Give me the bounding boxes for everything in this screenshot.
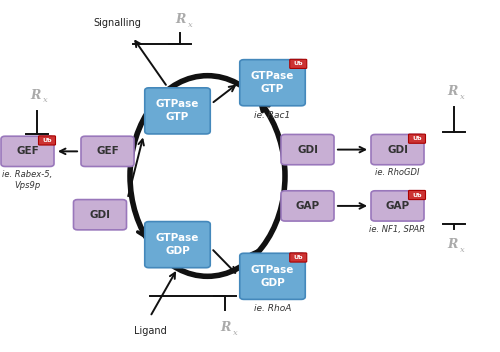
Text: x: x — [232, 329, 237, 337]
FancyBboxPatch shape — [290, 59, 307, 68]
Text: GTPase
GTP: GTPase GTP — [156, 99, 199, 122]
FancyBboxPatch shape — [281, 134, 334, 165]
Text: R: R — [220, 321, 230, 334]
Text: GEF: GEF — [16, 146, 39, 156]
Text: ie. NF1, SPAR: ie. NF1, SPAR — [370, 225, 426, 234]
Text: GEF: GEF — [96, 146, 119, 156]
Text: ie. Rabex-5,
Vps9p: ie. Rabex-5, Vps9p — [2, 170, 52, 190]
FancyBboxPatch shape — [74, 200, 126, 230]
Text: ie. RhoGDI: ie. RhoGDI — [375, 168, 420, 177]
Text: Ligand: Ligand — [134, 326, 166, 336]
Text: GAP: GAP — [386, 201, 409, 211]
FancyBboxPatch shape — [145, 88, 210, 134]
FancyBboxPatch shape — [145, 222, 210, 268]
FancyBboxPatch shape — [408, 190, 426, 200]
FancyBboxPatch shape — [240, 253, 305, 299]
FancyBboxPatch shape — [281, 191, 334, 221]
Text: Signalling: Signalling — [94, 18, 142, 28]
FancyBboxPatch shape — [1, 136, 54, 166]
Text: GTPase
GTP: GTPase GTP — [251, 71, 294, 94]
Text: Ub: Ub — [412, 193, 422, 197]
FancyBboxPatch shape — [408, 134, 426, 143]
Text: GDI: GDI — [90, 210, 110, 220]
Text: Ub: Ub — [42, 138, 52, 143]
Text: Ub: Ub — [294, 255, 303, 260]
FancyBboxPatch shape — [240, 59, 305, 106]
Text: x: x — [42, 96, 47, 104]
Text: GTPase
GDP: GTPase GDP — [156, 233, 199, 256]
Text: x: x — [460, 93, 465, 101]
FancyBboxPatch shape — [290, 253, 307, 262]
FancyBboxPatch shape — [38, 136, 56, 145]
Text: GDI: GDI — [297, 145, 318, 155]
FancyBboxPatch shape — [371, 134, 424, 165]
Text: GTPase
GDP: GTPase GDP — [251, 265, 294, 288]
Text: R: R — [448, 238, 458, 251]
Text: x: x — [460, 246, 465, 254]
Text: Ub: Ub — [294, 61, 303, 67]
Text: Ub: Ub — [412, 136, 422, 141]
Text: R: R — [30, 89, 40, 101]
Text: ie. Rac1: ie. Rac1 — [254, 111, 290, 120]
Text: R: R — [175, 13, 186, 26]
Text: GDI: GDI — [387, 145, 408, 155]
FancyBboxPatch shape — [371, 191, 424, 221]
Text: GAP: GAP — [296, 201, 320, 211]
Text: R: R — [448, 85, 458, 98]
FancyBboxPatch shape — [81, 136, 134, 166]
Text: x: x — [188, 21, 192, 29]
Text: ie. RhoA: ie. RhoA — [254, 304, 291, 313]
